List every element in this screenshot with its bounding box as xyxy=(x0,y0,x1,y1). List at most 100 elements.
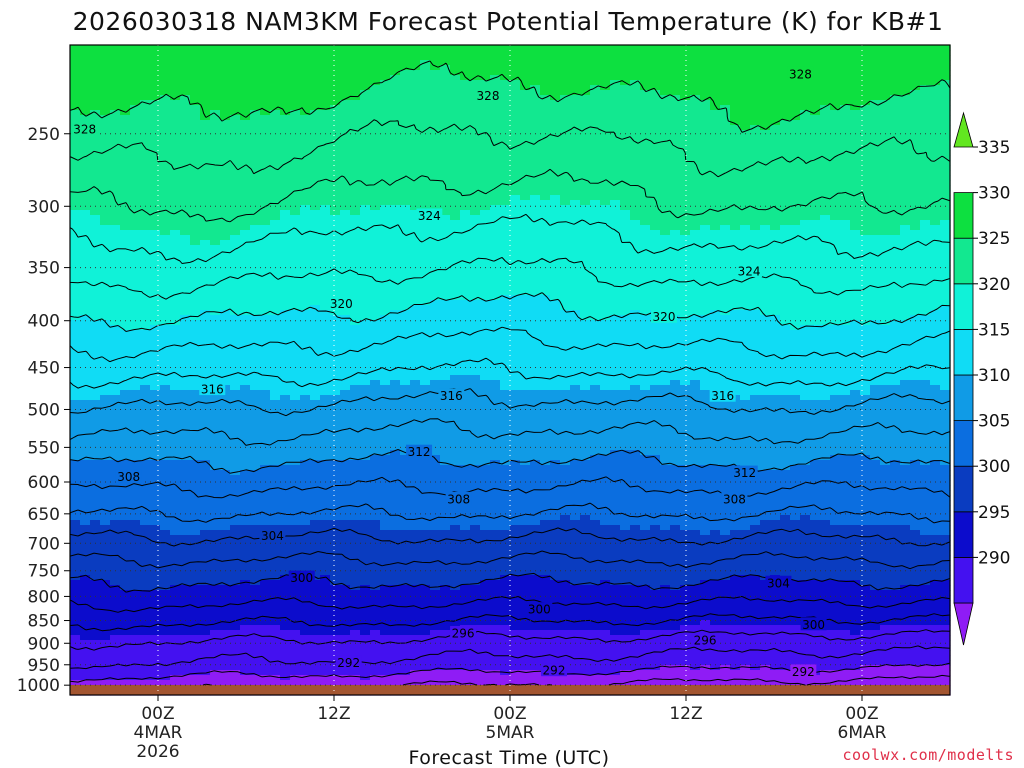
colorbar-label: 300 xyxy=(978,457,1010,477)
contour-label-text: 316 xyxy=(711,389,734,403)
contour-308 xyxy=(70,476,950,499)
contour-label-text: 308 xyxy=(723,492,746,506)
contour-label-text: 308 xyxy=(117,470,140,484)
y-tick-label: 900 xyxy=(28,634,60,654)
colorbar: 290 295 300 305 310 315 320 325 330 335 xyxy=(953,111,1010,646)
y-tick-label: 700 xyxy=(28,534,60,554)
contour-label: 328 xyxy=(475,88,501,103)
contour-label-text: 300 xyxy=(290,571,313,585)
colorbar-label: 320 xyxy=(978,275,1010,295)
contour-288 xyxy=(202,674,950,686)
contour-label-text: 292 xyxy=(792,665,815,679)
colorbar-swatch xyxy=(953,557,974,604)
contour-328 xyxy=(70,119,950,178)
colorbar-swatch xyxy=(953,111,974,148)
contour-label-text: 328 xyxy=(789,67,812,81)
contour-label: 316 xyxy=(709,388,736,403)
colorbar-swatch xyxy=(953,465,974,513)
colorbar-swatch xyxy=(953,192,974,239)
contour-label: 316 xyxy=(199,382,226,397)
contour-label-text: 300 xyxy=(528,603,551,617)
y-tick-label: 800 xyxy=(28,587,60,607)
colorbar-label: 315 xyxy=(978,320,1010,340)
contour-label-text: 308 xyxy=(447,492,470,506)
contour-324 xyxy=(70,213,950,264)
contour-318 xyxy=(70,326,950,363)
x-tick-label: 00Z xyxy=(845,704,878,724)
contour-label-text: 296 xyxy=(694,634,717,648)
contour-label-text: 324 xyxy=(738,264,761,278)
y-tick-label: 300 xyxy=(28,197,60,217)
contour-label-text: 316 xyxy=(201,383,224,397)
colorbar-swatch xyxy=(953,283,974,330)
contour-312 xyxy=(70,418,950,446)
contour-label: 312 xyxy=(731,465,758,480)
x-tick-label: 12Z xyxy=(317,704,350,724)
contour-labels: 328 328 328 324 324 320 320 316 316 316 312 312 308 3… xyxy=(71,66,827,679)
contour-label-text: 320 xyxy=(653,310,676,324)
contour-label-text: 316 xyxy=(440,389,463,403)
contour-label-text: 320 xyxy=(330,297,353,311)
contour-label: 312 xyxy=(406,444,433,459)
contour-label: 324 xyxy=(736,263,763,278)
contour-label-text: 328 xyxy=(477,89,500,103)
contour-320 xyxy=(70,292,950,332)
contour-302 xyxy=(70,550,950,570)
contour-label-text: 312 xyxy=(408,445,431,459)
contour-label: 296 xyxy=(692,633,719,648)
colorbar-label: 335 xyxy=(978,138,1010,158)
colorbar-swatch xyxy=(953,374,974,421)
contour-label-text: 324 xyxy=(418,209,441,223)
contour-label: 308 xyxy=(445,491,472,506)
contour-label-text: 292 xyxy=(543,664,566,678)
contour-326 xyxy=(70,168,950,223)
contour-330 xyxy=(70,60,950,133)
contour-label: 300 xyxy=(288,570,315,585)
contour-label: 320 xyxy=(328,296,355,311)
contour-label-text: 296 xyxy=(452,626,475,640)
contour-label-text: 312 xyxy=(733,466,756,480)
x-tick-label: 12Z xyxy=(669,704,702,724)
x-axis-label: Forecast Time (UTC) xyxy=(409,747,610,768)
contour-label: 292 xyxy=(335,655,362,670)
contour-label: 304 xyxy=(765,575,792,590)
x-tick-label: 5MAR xyxy=(486,723,535,743)
x-tick-label: 6MAR xyxy=(838,723,887,743)
contour-label: 300 xyxy=(526,602,553,617)
contour-label-text: 292 xyxy=(337,656,360,670)
contour-label: 300 xyxy=(800,617,827,632)
y-tick-label: 750 xyxy=(28,562,60,582)
colorbar-swatch xyxy=(953,511,974,558)
contour-label-text: 304 xyxy=(261,529,284,543)
contour-label: 328 xyxy=(71,121,98,136)
y-tick-label: 550 xyxy=(28,438,60,458)
credit-link[interactable]: coolwx.com/modelts xyxy=(842,746,1014,764)
colorbar-swatch xyxy=(953,328,974,376)
contour-306 xyxy=(70,502,950,524)
colorbar-swatch xyxy=(953,237,974,285)
colorbar-label: 325 xyxy=(978,229,1010,249)
colorbar-swatch xyxy=(953,602,974,646)
y-tick-label: 650 xyxy=(28,505,60,525)
y-axis: 2503003504004505005506006507007508008509… xyxy=(17,45,71,696)
colorbar-label: 310 xyxy=(978,366,1010,386)
colorbar-label: 330 xyxy=(978,184,1010,204)
x-tick-label: 00Z xyxy=(493,704,526,724)
colorbar-label: 305 xyxy=(978,412,1010,432)
contour-304 xyxy=(70,527,950,547)
x-tick-label: 4MAR xyxy=(134,723,183,743)
contour-label: 296 xyxy=(450,625,477,640)
contour-label-text: 304 xyxy=(767,576,790,590)
chart-title: 2026030318 NAM3KM Forecast Potential Tem… xyxy=(73,7,944,36)
contour-lines xyxy=(70,60,950,686)
contour-label: 304 xyxy=(259,528,286,543)
y-tick-label: 950 xyxy=(28,656,60,676)
contour-292 xyxy=(70,645,950,670)
x-tick-label: 2026 xyxy=(136,742,179,762)
y-tick-label: 1000 xyxy=(17,676,60,696)
y-tick-label: 500 xyxy=(28,400,60,420)
contour-298 xyxy=(70,595,950,613)
x-tick-label: 00Z xyxy=(141,704,174,724)
